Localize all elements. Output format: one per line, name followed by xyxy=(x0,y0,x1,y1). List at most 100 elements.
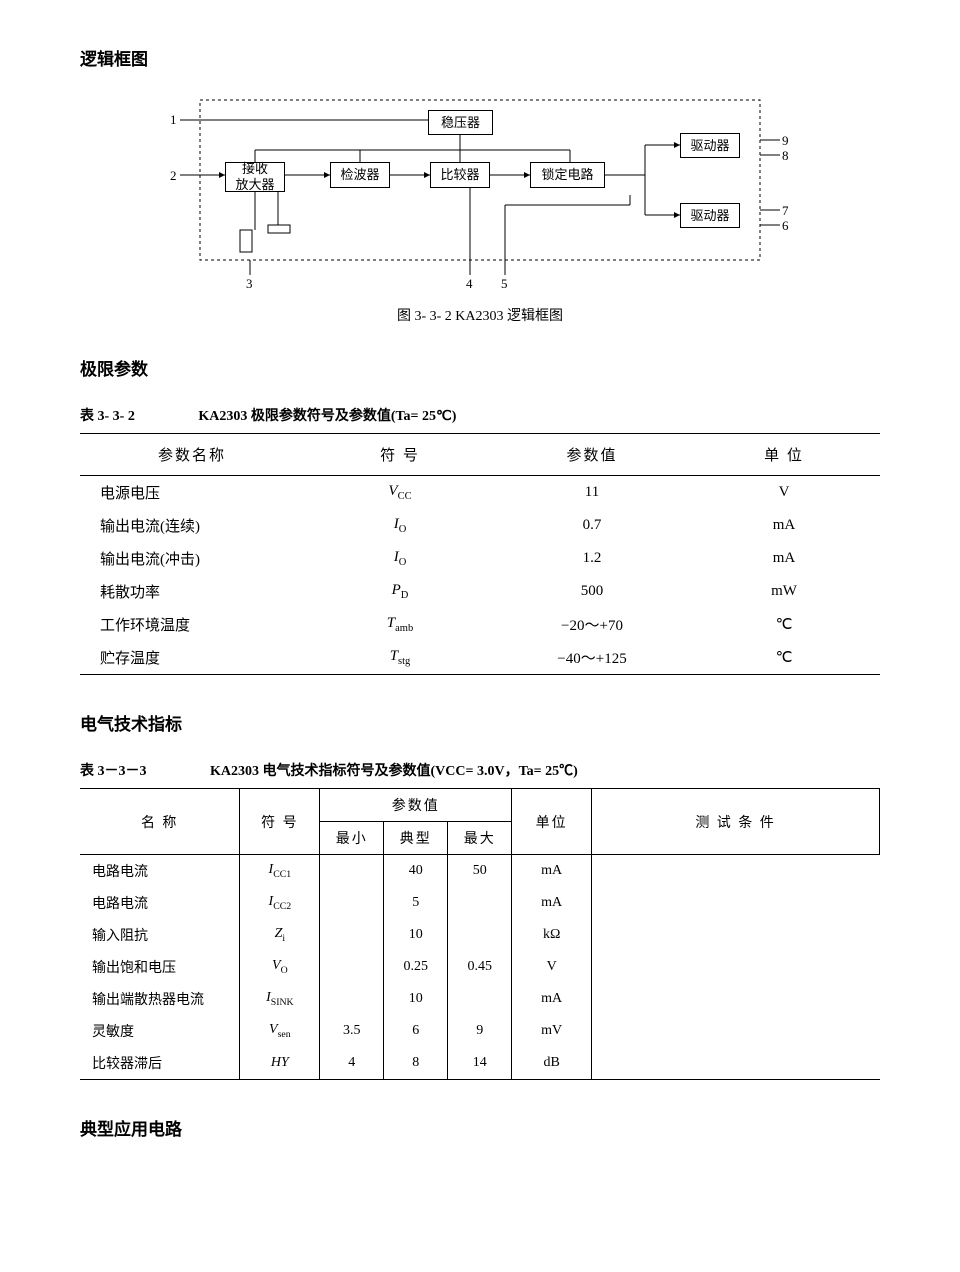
t2-typ: 8 xyxy=(384,1047,448,1080)
t2-name: 比较器滞后 xyxy=(80,1047,240,1080)
t1-val: 1.2 xyxy=(496,542,688,575)
t2-h-typ: 典型 xyxy=(384,822,448,855)
t2-typ: 6 xyxy=(384,1015,448,1047)
t2-min xyxy=(320,887,384,919)
table2-number: 表 3－3－3 xyxy=(80,764,147,779)
t1-h-name: 参数名称 xyxy=(80,434,304,476)
t2-typ: 5 xyxy=(384,887,448,919)
t2-name: 电路电流 xyxy=(80,887,240,919)
t1-unit: ℃ xyxy=(688,641,880,675)
t2-cond xyxy=(592,983,880,1015)
t2-h-max: 最大 xyxy=(448,822,512,855)
t2-unit: mA xyxy=(512,983,592,1015)
pin-6: 6 xyxy=(782,218,789,234)
t2-typ: 0.25 xyxy=(384,951,448,983)
t1-unit: ℃ xyxy=(688,608,880,641)
table-row: 灵敏度Vsen3.569mV xyxy=(80,1015,880,1047)
t2-min xyxy=(320,919,384,951)
t2-unit: mA xyxy=(512,855,592,888)
pin-5: 5 xyxy=(501,276,508,292)
t1-sym: VCC xyxy=(304,476,496,510)
t2-min xyxy=(320,983,384,1015)
t2-cond xyxy=(592,855,880,888)
block-driver-top: 驱动器 xyxy=(680,133,740,158)
t2-h-name: 名 称 xyxy=(80,789,240,855)
t1-val: −40～+125 xyxy=(496,641,688,675)
t1-val: −20～+70 xyxy=(496,608,688,641)
table-row: 比较器滞后HY4814dB xyxy=(80,1047,880,1080)
t2-max xyxy=(448,887,512,919)
t1-sym: Tamb xyxy=(304,608,496,641)
t2-unit: mV xyxy=(512,1015,592,1047)
t1-sym: PD xyxy=(304,575,496,608)
table-row: 工作环境温度Tamb−20～+70℃ xyxy=(80,608,880,641)
t1-name: 输出电流(冲击) xyxy=(80,542,304,575)
section-title-elec: 电气技术指标 xyxy=(80,710,880,735)
t2-name: 灵敏度 xyxy=(80,1015,240,1047)
t2-name: 输出饱和电压 xyxy=(80,951,240,983)
t2-name: 输出端散热器电流 xyxy=(80,983,240,1015)
t2-min xyxy=(320,855,384,888)
t2-max: 0.45 xyxy=(448,951,512,983)
t2-cond xyxy=(592,951,880,983)
t1-val: 500 xyxy=(496,575,688,608)
t1-name: 工作环境温度 xyxy=(80,608,304,641)
t1-name: 电源电压 xyxy=(80,476,304,510)
t2-min xyxy=(320,951,384,983)
table1-title: KA2303 极限参数符号及参数值(Ta= 25℃) xyxy=(198,409,456,424)
elec-table: 名 称 符 号 参数值 单位 测 试 条 件 最小 典型 最大 电路电流ICC1… xyxy=(80,788,880,1080)
t2-typ: 10 xyxy=(384,983,448,1015)
table-row: 输入阻抗Zi10kΩ xyxy=(80,919,880,951)
t2-sym: ICC1 xyxy=(240,855,320,888)
pin-2: 2 xyxy=(170,168,177,184)
table2-caption: 表 3－3－3 KA2303 电气技术指标符号及参数值(VCC= 3.0V，Ta… xyxy=(80,760,880,780)
t2-h-val: 参数值 xyxy=(320,789,512,822)
t1-unit: V xyxy=(688,476,880,510)
block-regulator: 稳压器 xyxy=(428,110,493,135)
t1-unit: mW xyxy=(688,575,880,608)
t1-h-sym: 符 号 xyxy=(304,434,496,476)
pin-8: 8 xyxy=(782,148,789,164)
table-row: 电源电压VCC11V xyxy=(80,476,880,510)
pin-7: 7 xyxy=(782,203,789,219)
t1-sym: Tstg xyxy=(304,641,496,675)
t2-h-min: 最小 xyxy=(320,822,384,855)
pin-3: 3 xyxy=(246,276,253,292)
table-row: 输出饱和电压VO 0.250.45V xyxy=(80,951,880,983)
limits-table: 参数名称 符 号 参数值 单 位 电源电压VCC11V输出电流(连续)IO0.7… xyxy=(80,433,880,675)
t1-h-unit: 单 位 xyxy=(688,434,880,476)
table-row: 电路电流ICC25mA xyxy=(80,887,880,919)
t2-sym: ISINK xyxy=(240,983,320,1015)
pin-9: 9 xyxy=(782,133,789,149)
t1-name: 输出电流(连续) xyxy=(80,509,304,542)
table-row: 贮存温度Tstg−40～+125℃ xyxy=(80,641,880,675)
t2-unit: V xyxy=(512,951,592,983)
t2-sym: Zi xyxy=(240,919,320,951)
t1-sym: IO xyxy=(304,509,496,542)
t2-unit: dB xyxy=(512,1047,592,1080)
t1-val: 11 xyxy=(496,476,688,510)
block-detector: 检波器 xyxy=(330,162,390,188)
table1-caption: 表 3- 3- 2 KA2303 极限参数符号及参数值(Ta= 25℃) xyxy=(80,405,880,425)
table2-title: KA2303 电气技术指标符号及参数值(VCC= 3.0V，Ta= 25℃) xyxy=(210,764,578,779)
t2-min: 3.5 xyxy=(320,1015,384,1047)
table-row: 输出端散热器电流ISINK 10 mA xyxy=(80,983,880,1015)
t2-typ: 40 xyxy=(384,855,448,888)
t2-sym: ICC2 xyxy=(240,887,320,919)
block-rx-amp: 接收 放大器 xyxy=(225,162,285,192)
section-title-limits: 极限参数 xyxy=(80,355,880,380)
t1-sym: IO xyxy=(304,542,496,575)
t2-sym: VO xyxy=(240,951,320,983)
block-diagram: 稳压器 接收 放大器 检波器 比较器 锁定电路 驱动器 驱动器 1 2 3 4 … xyxy=(170,90,790,290)
t2-h-sym: 符 号 xyxy=(240,789,320,855)
t2-typ: 10 xyxy=(384,919,448,951)
t2-cond xyxy=(592,1047,880,1080)
t2-unit: kΩ xyxy=(512,919,592,951)
table-row: 输出电流(连续)IO0.7mA xyxy=(80,509,880,542)
table-row: 耗散功率PD500mW xyxy=(80,575,880,608)
t2-max xyxy=(448,919,512,951)
t2-sym: HY xyxy=(240,1047,320,1080)
t2-h-unit: 单位 xyxy=(512,789,592,855)
t2-max: 50 xyxy=(448,855,512,888)
t2-sym: Vsen xyxy=(240,1015,320,1047)
